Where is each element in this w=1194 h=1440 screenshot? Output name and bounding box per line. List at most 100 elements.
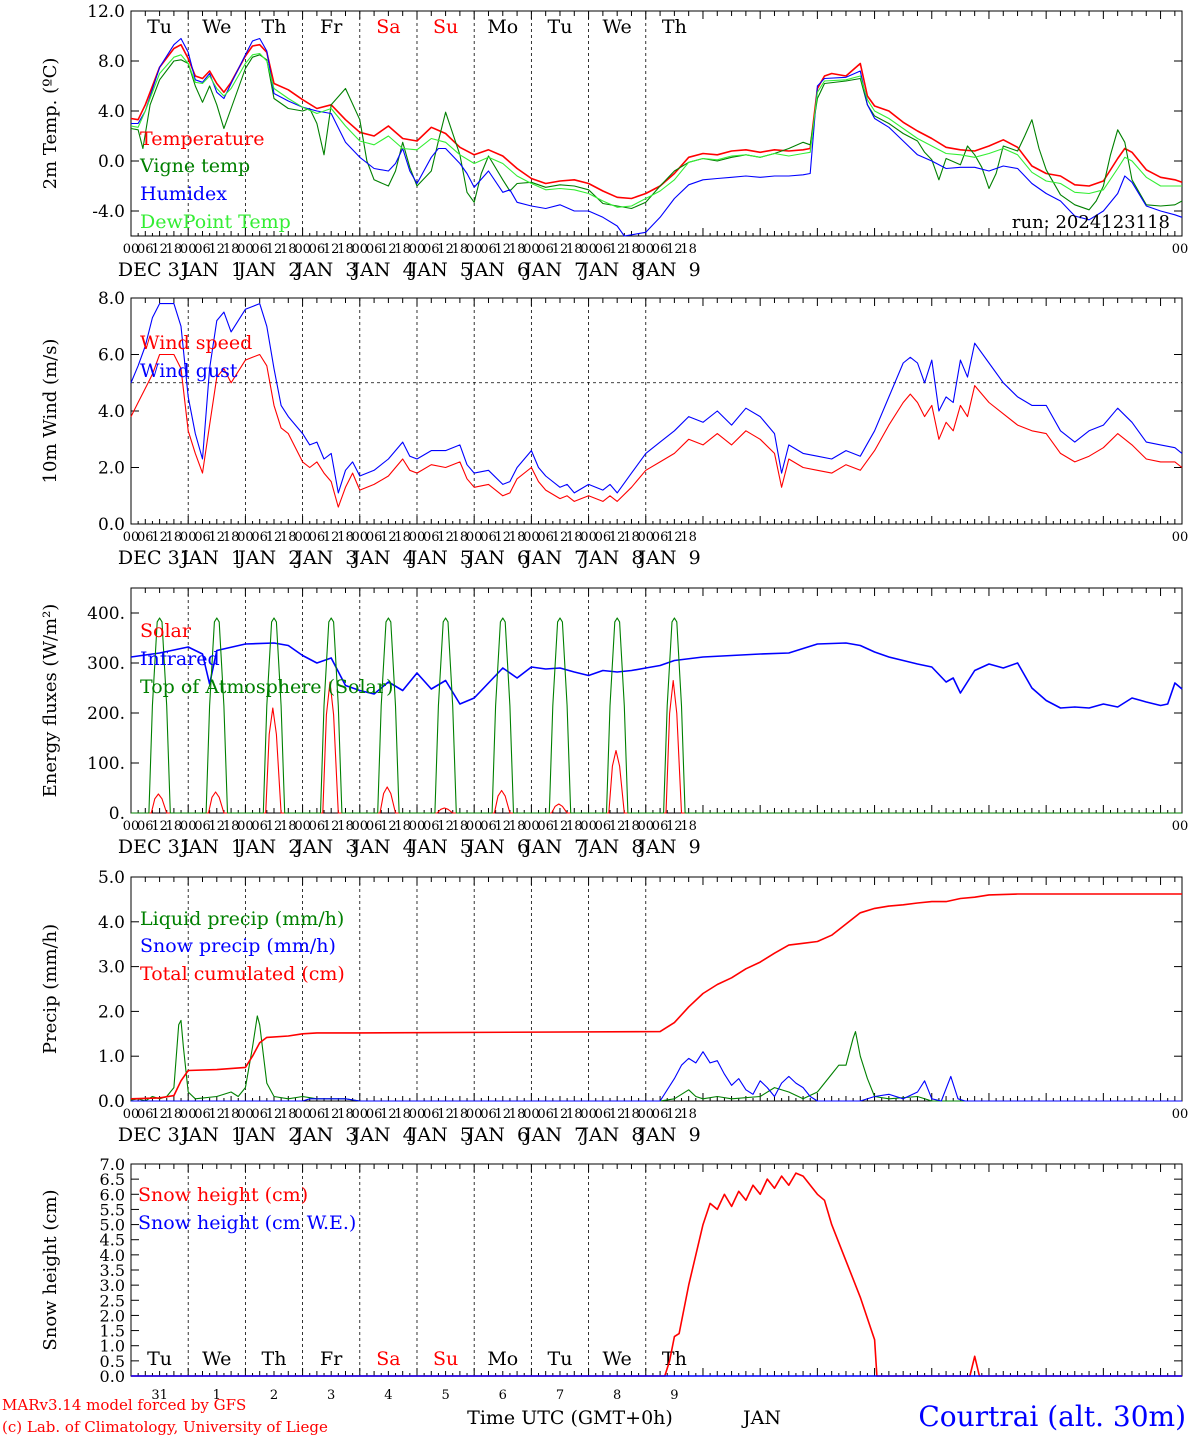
date-label: JAN 6	[465, 259, 529, 281]
hour-tick-label: 18	[280, 819, 297, 834]
hour-tick-label: 12	[151, 1107, 168, 1122]
weekday-label: Mo	[487, 1348, 518, 1370]
panel-5: 7.06.56.05.55.04.54.03.53.02.52.01.51.00…	[40, 1155, 1183, 1429]
hour-tick-label: 18	[166, 819, 183, 834]
hour-tick-label: 06	[480, 242, 497, 257]
date-label: JAN 4	[351, 1124, 415, 1146]
hour-tick-label: 12	[323, 819, 340, 834]
hour-tick-label: 06	[652, 242, 669, 257]
hour-tick-label: 00	[352, 1107, 369, 1122]
hour-tick-label: 00	[409, 819, 426, 834]
hour-tick-label: 12	[495, 1107, 512, 1122]
weekday-label: Tu	[147, 1348, 172, 1370]
date-label: JAN 1	[179, 836, 243, 858]
y-tick-label: 1.0	[100, 1337, 125, 1356]
legend-entry: Snow precip (mm/h)	[140, 935, 336, 957]
day-number-label: 8	[613, 1388, 621, 1403]
date-label: DEC 31	[118, 259, 192, 281]
hour-tick-label: 06	[652, 1107, 669, 1122]
hour-tick-label: 06	[423, 530, 440, 545]
hour-tick-label: 00	[123, 530, 140, 545]
hour-tick-label: 06	[537, 819, 554, 834]
date-label: JAN 3	[293, 1124, 357, 1146]
hour-tick-label: 06	[194, 1107, 211, 1122]
hour-tick-label: 00	[580, 1107, 597, 1122]
y-tick-label: 4.5	[100, 1231, 125, 1250]
y-tick-label: 0.0	[98, 1092, 125, 1112]
hour-tick-label: 06	[537, 530, 554, 545]
hour-tick-label: 06	[366, 819, 383, 834]
hour-tick-label: 06	[366, 242, 383, 257]
hour-tick-label: 18	[337, 819, 354, 834]
hour-tick-label: 12	[209, 530, 226, 545]
hour-tick-label: 18	[166, 530, 183, 545]
legend-entry: Liquid precip (mm/h)	[140, 908, 344, 930]
hour-tick-label: 18	[394, 242, 411, 257]
hour-tick-label: 06	[480, 1107, 497, 1122]
hour-tick-label: 06	[537, 242, 554, 257]
hour-tick-label: 00	[409, 242, 426, 257]
date-label: DEC 31	[118, 1124, 192, 1146]
hour-tick-label: 00	[466, 819, 483, 834]
plot-frame	[130, 297, 1183, 525]
hour-tick-label: 06	[595, 1107, 612, 1122]
y-tick-label: 12.0	[87, 2, 125, 22]
y-tick-label: 1.5	[100, 1322, 125, 1341]
hour-tick-label: 00	[523, 242, 540, 257]
date-label: JAN 3	[293, 836, 357, 858]
hour-tick-label: 12	[323, 242, 340, 257]
date-label: JAN 7	[522, 259, 586, 281]
hour-tick-label: 00	[123, 1107, 140, 1122]
y-tick-label: 300.	[87, 654, 125, 674]
date-label: JAN 1	[179, 1124, 243, 1146]
weekday-label: Sa	[376, 16, 400, 38]
hour-tick-label: 00	[352, 242, 369, 257]
hour-tick-label: 06	[423, 1107, 440, 1122]
hour-tick-label: 12	[437, 530, 454, 545]
y-tick-label: 2.5	[100, 1291, 125, 1310]
x-axis-label: Time UTC (GMT+0h)	[467, 1407, 673, 1429]
hour-tick-label: 00	[1172, 530, 1189, 545]
hour-tick-label: 12	[552, 242, 569, 257]
hour-tick-label: 00	[123, 242, 140, 257]
hour-tick-label: 18	[280, 530, 297, 545]
weekday-label: Su	[433, 16, 458, 38]
y-axis-label: Energy fluxes (W/m²)	[40, 604, 61, 798]
hour-tick-label: 00	[180, 1107, 197, 1122]
hour-tick-label: 00	[1172, 819, 1189, 834]
hour-tick-label: 00	[580, 819, 597, 834]
weekday-label: We	[603, 16, 632, 38]
hour-tick-label: 18	[623, 819, 640, 834]
hour-tick-label: 00	[294, 819, 311, 834]
hour-tick-label: 12	[380, 530, 397, 545]
hour-tick-label: 00	[180, 819, 197, 834]
date-label: JAN 1	[179, 547, 243, 569]
y-tick-label: 2.0	[100, 1306, 125, 1325]
hour-tick-label: 12	[609, 530, 626, 545]
hour-tick-label: 18	[223, 819, 240, 834]
hour-tick-label: 06	[423, 242, 440, 257]
hour-tick-label: 00	[523, 1107, 540, 1122]
y-tick-label: 6.0	[100, 1185, 125, 1204]
date-label: DEC 31	[118, 836, 192, 858]
y-axis-label: Snow height (cm)	[40, 1189, 61, 1350]
hour-tick-label: 18	[337, 242, 354, 257]
date-label: JAN 7	[522, 1124, 586, 1146]
hour-tick-label: 18	[394, 1107, 411, 1122]
series-line-wind-speed	[130, 353, 1183, 508]
legend-entry: Humidex	[140, 183, 227, 205]
hour-tick-label: 00	[409, 530, 426, 545]
y-tick-label: 6.0	[98, 346, 125, 366]
y-axis-label: 2m Temp. (ºC)	[40, 58, 61, 190]
series-line-snow-precip-mm-h	[131, 1051, 1182, 1102]
hour-tick-label: 12	[666, 1107, 683, 1122]
y-tick-label: 4.0	[98, 402, 125, 422]
series-line-wind-gust	[130, 303, 1183, 494]
hour-tick-label: 18	[337, 1107, 354, 1122]
hour-tick-label: 00	[580, 242, 597, 257]
date-label: JAN 1	[179, 259, 243, 281]
date-label: JAN 7	[522, 547, 586, 569]
day-number-label: 31	[151, 1388, 168, 1403]
hour-tick-label: 12	[151, 530, 168, 545]
hour-tick-label: 00	[1172, 1107, 1189, 1122]
